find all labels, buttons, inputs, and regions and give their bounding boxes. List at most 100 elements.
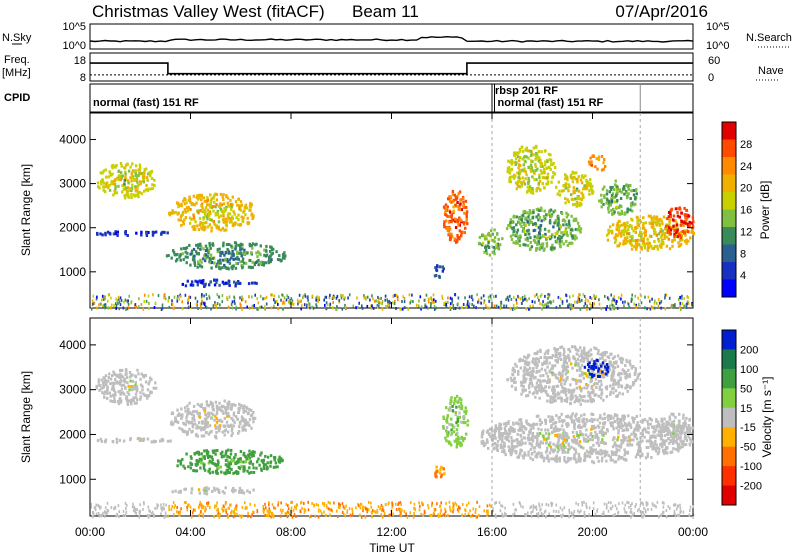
- scatter-cell: [211, 458, 214, 462]
- scatter-cell: [163, 230, 166, 234]
- scatter-cell: [558, 241, 561, 245]
- scatter-cell: [207, 432, 210, 436]
- scatter-cell: [516, 171, 519, 175]
- ground-scatter-cell: [336, 307, 338, 311]
- scatter-cell: [258, 463, 261, 467]
- scatter-cell: [131, 162, 134, 166]
- ground-scatter-cell: [471, 294, 473, 298]
- scatter-cell: [230, 252, 233, 256]
- scatter-cell: [672, 214, 676, 218]
- scatter-cell: [626, 439, 629, 443]
- scatter-cell: [215, 471, 218, 475]
- ground-scatter-cell: [633, 302, 635, 306]
- scatter-cell: [565, 232, 568, 236]
- colorbar-tick-label: 20: [740, 183, 752, 195]
- ground-scatter-cell: [241, 307, 243, 311]
- scatter-cell: [181, 429, 185, 433]
- scatter-cell: [549, 247, 553, 251]
- scatter-cell: [512, 151, 516, 155]
- scatter-cell: [560, 345, 564, 349]
- scatter-cell: [549, 441, 552, 445]
- ground-scatter-cell: [452, 304, 455, 307]
- ground-scatter-cell: [115, 297, 117, 301]
- scatter-cell: [496, 232, 499, 236]
- scatter-cell: [621, 424, 625, 428]
- scatter-cell: [636, 442, 639, 446]
- scatter-cell: [459, 407, 462, 410]
- ground-scatter-cell: [242, 297, 244, 301]
- ground-scatter-cell: [200, 296, 203, 299]
- scatter-cell: [182, 222, 185, 226]
- scatter-cell: [580, 181, 584, 185]
- scatter-cell: [98, 388, 101, 392]
- scatter-cell: [524, 441, 527, 445]
- scatter-cell: [624, 450, 627, 454]
- scatter-cell: [559, 443, 563, 447]
- scatter-cell: [601, 352, 605, 356]
- scatter-cell: [257, 457, 260, 461]
- scatter-cell: [592, 425, 595, 428]
- scatter-cell: [145, 176, 149, 180]
- scatter-cell: [552, 427, 556, 431]
- scatter-cell: [562, 189, 565, 193]
- scatter-cell: [563, 435, 566, 439]
- scatter-cell: [177, 211, 180, 215]
- ground-scatter-cell: [205, 293, 208, 297]
- scatter-cell: [127, 169, 131, 173]
- ground-scatter-cell: [234, 302, 236, 305]
- scatter-cell: [252, 417, 255, 421]
- ground-scatter-cell: [143, 300, 145, 303]
- station-title: Christmas Valley West (fitACF): [92, 2, 325, 21]
- scatter-cell: [656, 244, 659, 248]
- scatter-cell: [553, 364, 557, 368]
- scatter-cell: [496, 443, 499, 447]
- scatter-cell: [126, 403, 130, 406]
- scatter-cell: [649, 444, 653, 448]
- scatter-cell: [241, 243, 244, 247]
- scatter-cell: [524, 160, 527, 164]
- scatter-cell: [550, 447, 553, 451]
- scatter-cell: [211, 401, 214, 405]
- ground-scatter-cell: [435, 306, 437, 310]
- scatter-cell: [527, 423, 531, 426]
- scatter-cell: [536, 432, 539, 436]
- scatter-cell: [186, 279, 189, 283]
- scatter-cell: [217, 215, 221, 219]
- scatter-cell: [460, 234, 463, 238]
- scatter-cell: [612, 196, 615, 200]
- scatter-cell: [594, 426, 597, 430]
- scatter-cell: [492, 239, 495, 243]
- scatter-cell: [556, 223, 559, 227]
- scatter-cell: [458, 405, 461, 409]
- scatter-cell: [209, 400, 213, 404]
- ground-scatter-cell: [657, 304, 660, 308]
- scatter-cell: [484, 245, 487, 249]
- scatter-cell: [127, 181, 130, 185]
- scatter-cell: [653, 245, 657, 248]
- ground-scatter-cell: [288, 300, 291, 304]
- scatter-cell: [237, 213, 240, 217]
- scatter-cell: [188, 243, 191, 247]
- scatter-cell: [217, 225, 220, 229]
- scatter-cell: [594, 165, 597, 169]
- scatter-cell: [445, 426, 449, 430]
- ground-scatter-cell: [394, 300, 396, 303]
- scatter-cell: [558, 189, 561, 193]
- scatter-cell: [547, 456, 550, 460]
- scatter-cell: [244, 460, 248, 464]
- scatter-cell: [184, 216, 188, 219]
- scatter-cell: [522, 227, 525, 231]
- scatter-cell: [224, 250, 227, 254]
- scatter-cell: [503, 444, 506, 448]
- scatter-cell: [679, 230, 683, 234]
- scatter-cell: [617, 444, 620, 448]
- ground-scatter-cell: [451, 300, 454, 304]
- ground-scatter-cell: [274, 301, 276, 304]
- scatter-cell: [532, 238, 536, 242]
- scatter-cell: [250, 470, 253, 474]
- scatter-cell: [464, 199, 468, 203]
- scatter-cell: [568, 185, 571, 189]
- scatter-cell: [454, 226, 458, 229]
- scatter-cell: [485, 438, 489, 442]
- scatter-cell: [672, 447, 675, 451]
